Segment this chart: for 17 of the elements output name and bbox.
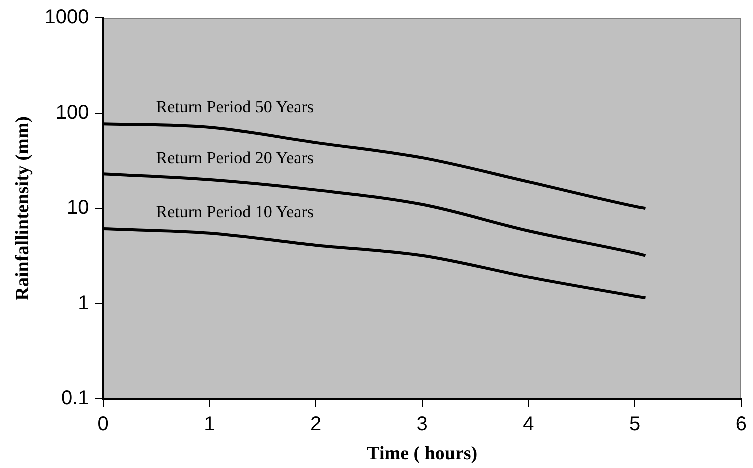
annotation: Return Period 20 Years xyxy=(156,148,314,168)
x-tick-label: 1 xyxy=(204,414,216,436)
x-tick-label: 6 xyxy=(736,414,747,436)
y-tick-label: 100 xyxy=(56,102,90,124)
x-axis-title: Time ( hours) xyxy=(367,444,478,465)
y-tick-label: 1 xyxy=(78,292,90,314)
x-tick-label: 2 xyxy=(310,414,322,436)
x-tick-label: 4 xyxy=(523,414,534,436)
y-tick-label: 0.1 xyxy=(61,388,90,410)
x-tick-label: 3 xyxy=(416,414,428,436)
x-tick-label: 0 xyxy=(98,414,109,436)
x-tick-label: 5 xyxy=(630,414,641,436)
y-tick-label: 10 xyxy=(67,197,90,220)
y-tick-label: 1000 xyxy=(44,6,90,29)
annotation: Return Period 10 Years xyxy=(156,202,314,222)
annotation: Return Period 50 Years xyxy=(156,97,314,116)
y-axis-title: Rainfallintensity (mm) xyxy=(12,116,34,301)
